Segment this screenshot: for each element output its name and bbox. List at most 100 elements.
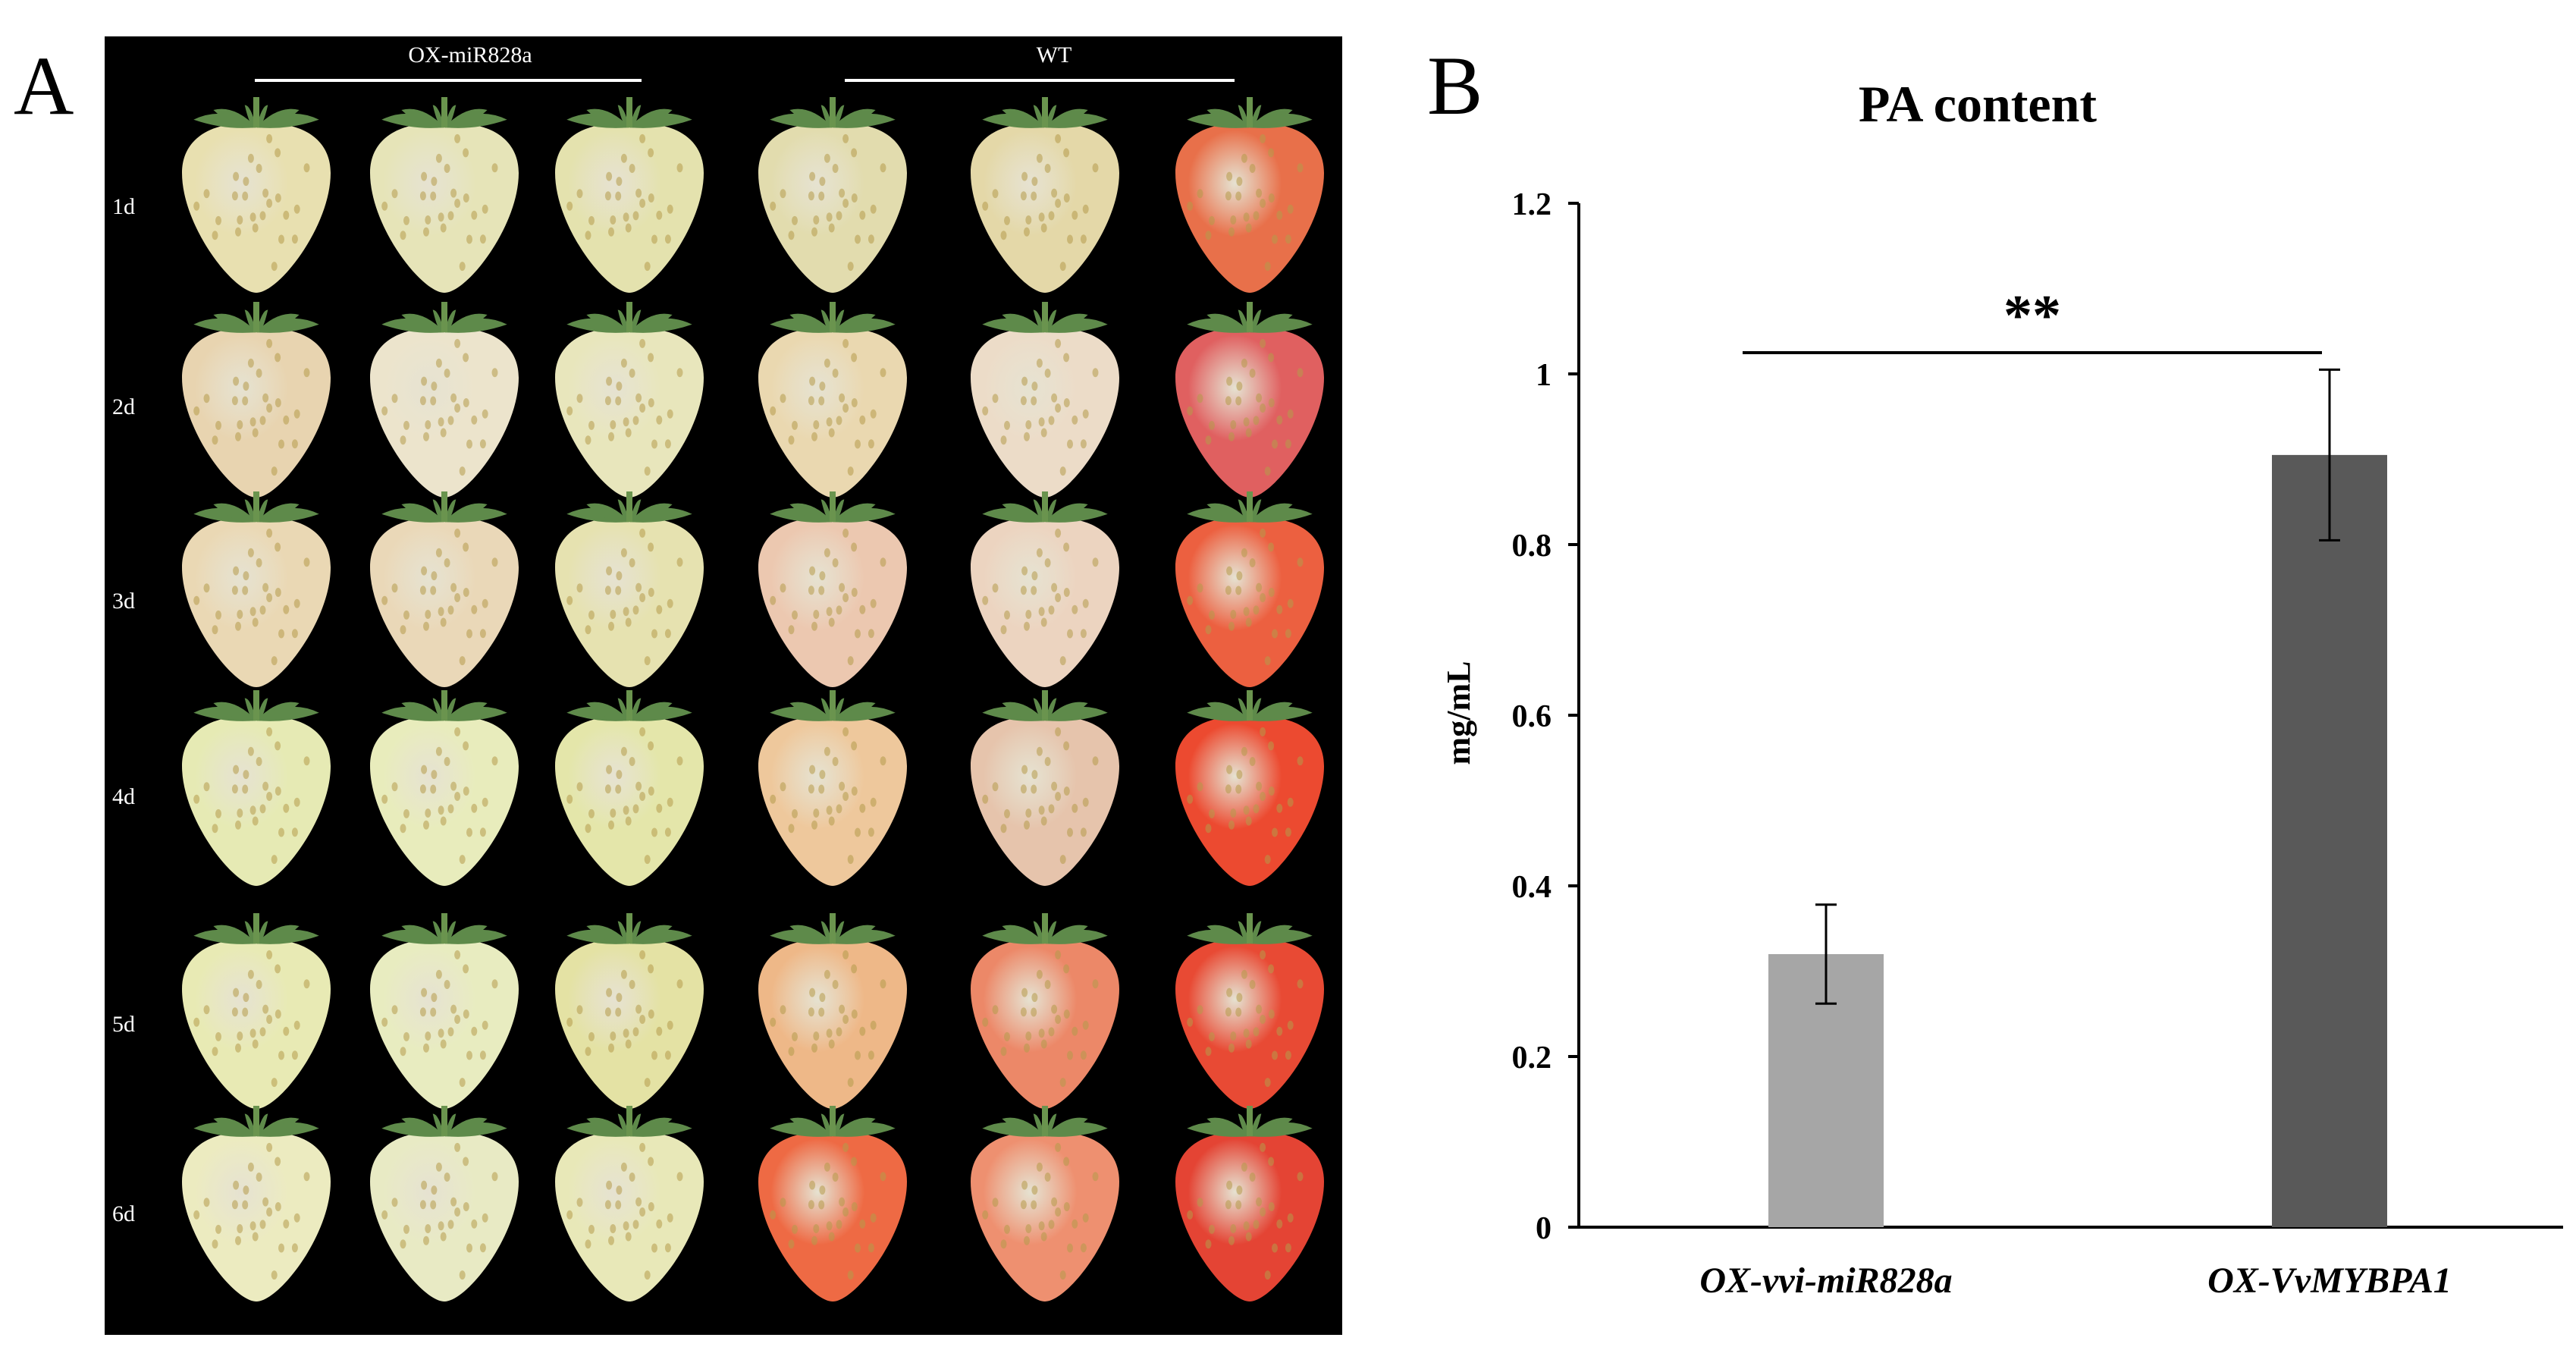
- chart-ticks: 0 0.2 0.4 0.6 0.8 1 1.2: [1512, 187, 1579, 1246]
- group-line-wt: [845, 79, 1235, 82]
- strawberry-fruit: [971, 491, 1119, 687]
- strawberry-calyx: [770, 491, 896, 523]
- strawberry-fruit: [182, 913, 331, 1109]
- strawberry-fruit: [971, 97, 1119, 293]
- strawberry-calyx: [566, 913, 692, 944]
- day-label-3d: 3d: [112, 589, 135, 614]
- strawberry-fruit: [758, 1106, 907, 1301]
- strawberry-calyx: [193, 97, 319, 128]
- strawberry-calyx: [770, 97, 896, 128]
- significance-annotation: **: [1743, 284, 2322, 354]
- strawberry-fruit: [1175, 690, 1324, 886]
- strawberry-calyx: [193, 302, 319, 333]
- strawberry-fruit: [555, 97, 704, 293]
- strawberry-fruit: [182, 1106, 331, 1301]
- strawberry-calyx: [381, 97, 507, 128]
- strawberry-fruit: [182, 97, 331, 293]
- strawberry-fruit: [1175, 1106, 1324, 1301]
- chart-axes: [1577, 203, 2563, 1229]
- day-label-2d: 2d: [112, 394, 135, 419]
- strawberry-calyx: [193, 491, 319, 523]
- strawberry-fruit: [1175, 302, 1324, 498]
- y-tick-label: 1.2: [1512, 187, 1552, 222]
- panel-a-letter: A: [14, 39, 74, 132]
- strawberry-calyx: [381, 302, 507, 333]
- chart-bars: [1768, 368, 2387, 1227]
- strawberry-calyx: [982, 491, 1108, 523]
- y-tick-label: 0: [1536, 1211, 1552, 1246]
- strawberry-fruit: [971, 1106, 1119, 1301]
- bar-ox-vvmybpa1: [2272, 454, 2387, 1227]
- strawberry-calyx: [770, 302, 896, 333]
- strawberry-calyx: [566, 690, 692, 721]
- strawberry-calyx: [1187, 491, 1313, 523]
- strawberry-calyx: [1187, 302, 1313, 333]
- panel-b-letter: B: [1427, 39, 1483, 132]
- day-label-5d: 5d: [112, 1012, 135, 1037]
- strawberry-calyx: [982, 97, 1108, 128]
- y-tick-label: 0.6: [1512, 699, 1552, 734]
- strawberry-calyx: [193, 690, 319, 721]
- strawberry-calyx: [381, 913, 507, 944]
- strawberry-fruit: [971, 302, 1119, 498]
- group-label-ox-mir828a: OX-miR828a: [408, 42, 532, 68]
- y-axis-label: mg/mL: [1440, 661, 1477, 765]
- strawberry-fruit: [182, 690, 331, 886]
- strawberry-grid: [182, 97, 1324, 1301]
- x-category-label: OX-VvMYBPA1: [2207, 1261, 2452, 1301]
- group-label-wt: WT: [1036, 42, 1072, 68]
- strawberry-fruit: [555, 491, 704, 687]
- strawberry-fruit: [370, 690, 519, 886]
- strawberry-calyx: [566, 97, 692, 128]
- pa-content-chart: PA content mg/mL 0 0.2 0.4 0.6 0.8 1 1.2 OX-vv…: [1440, 75, 2563, 1301]
- strawberry-fruit: [758, 913, 907, 1109]
- day-label-4d: 4d: [112, 784, 135, 809]
- strawberry-fruit: [370, 1106, 519, 1301]
- strawberry-calyx: [193, 913, 319, 944]
- x-category-label: OX-vvi-miR828a: [1699, 1261, 1952, 1301]
- strawberry-calyx: [566, 1106, 692, 1137]
- strawberry-calyx: [1187, 1106, 1313, 1137]
- strawberry-fruit: [370, 97, 519, 293]
- strawberry-calyx: [193, 1106, 319, 1137]
- strawberry-calyx: [381, 1106, 507, 1137]
- strawberry-calyx: [982, 913, 1108, 944]
- strawberry-calyx: [381, 491, 507, 523]
- strawberry-calyx: [566, 302, 692, 333]
- strawberry-fruit: [555, 1106, 704, 1301]
- strawberry-fruit: [758, 97, 907, 293]
- strawberry-fruit: [758, 690, 907, 886]
- strawberry-fruit: [370, 302, 519, 498]
- strawberry-calyx: [381, 690, 507, 721]
- strawberry-calyx: [1187, 690, 1313, 721]
- strawberry-fruit: [182, 302, 331, 498]
- day-label-6d: 6d: [112, 1201, 135, 1226]
- strawberry-fruit: [971, 913, 1119, 1109]
- strawberry-calyx: [982, 690, 1108, 721]
- strawberry-calyx: [1187, 97, 1313, 128]
- strawberry-calyx: [770, 690, 896, 721]
- strawberry-calyx: [982, 1106, 1108, 1137]
- strawberry-calyx: [982, 302, 1108, 333]
- strawberry-fruit: [555, 690, 704, 886]
- strawberry-fruit: [182, 491, 331, 687]
- y-tick-label: 0.2: [1512, 1041, 1552, 1075]
- y-tick-label: 0.4: [1512, 870, 1552, 905]
- strawberry-fruit: [555, 913, 704, 1109]
- strawberry-calyx: [770, 1106, 896, 1137]
- day-label-1d: 1d: [112, 194, 135, 219]
- strawberry-fruit: [1175, 97, 1324, 293]
- strawberry-fruit: [758, 491, 907, 687]
- group-line-ox-mir828a: [255, 79, 642, 82]
- strawberry-calyx: [566, 491, 692, 523]
- strawberry-fruit: [1175, 913, 1324, 1109]
- strawberry-fruit: [370, 491, 519, 687]
- strawberry-fruit: [971, 690, 1119, 886]
- strawberry-fruit: [555, 302, 704, 498]
- y-tick-label: 1: [1536, 358, 1552, 393]
- strawberry-calyx: [1187, 913, 1313, 944]
- strawberry-fruit: [758, 302, 907, 498]
- chart-x-labels: OX-vvi-miR828a OX-VvMYBPA1: [1699, 1261, 2452, 1301]
- strawberry-photo-panel: OX-miR828a WT 1d 2d 3d 4d 5d 6d: [105, 36, 1342, 1335]
- strawberry-calyx: [770, 913, 896, 944]
